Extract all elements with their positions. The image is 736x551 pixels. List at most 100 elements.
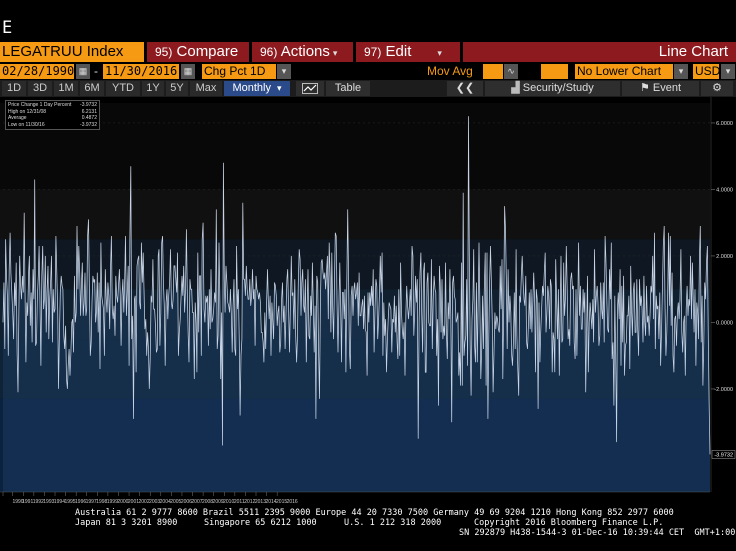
compare-number: 95): [155, 45, 173, 59]
x-tick-label: 1991: [22, 499, 33, 504]
chevron-down-icon: ▾: [332, 48, 338, 58]
line-chart-icon[interactable]: [296, 81, 324, 96]
x-tick-label: 1994: [54, 499, 65, 504]
legend-value: -3.9732: [80, 121, 97, 128]
y-tick-label: 2.0000: [716, 254, 733, 260]
chevron-down-icon: ▾: [277, 83, 282, 93]
event-button[interactable]: ⚑ Event: [622, 81, 699, 96]
x-tick-label: 1999: [107, 499, 118, 504]
chart-legend[interactable]: Price Change 1 Day Percent -3.9732 High …: [5, 100, 100, 130]
end-date-field[interactable]: 11/30/2016: [103, 64, 179, 79]
legend-value: 0.4872: [81, 115, 97, 122]
legend-row-high: High on 12/31/08 6.2131: [8, 109, 97, 116]
view-title: Line Chart: [463, 42, 736, 62]
command-line[interactable]: E: [0, 0, 736, 42]
title-bar: LEGATRUU Index 95) Compare 96) Actions ▾ …: [0, 42, 736, 63]
footer-contacts-1: Australia 61 2 9777 8600 Brazil 5511 239…: [75, 508, 674, 518]
background-band: [0, 103, 710, 190]
security-study-button[interactable]: ▟ Security/Study: [485, 81, 620, 96]
compare-button[interactable]: 95) Compare: [147, 42, 249, 62]
range-max-button[interactable]: Max: [190, 81, 222, 96]
x-tick-label: 2013: [255, 499, 266, 504]
series-layer: [2, 116, 711, 493]
legend-row-last: Price Change 1 Day Percent -3.9732: [8, 102, 97, 109]
x-tick-label: 2016: [287, 499, 298, 504]
x-tick-label: 2008: [202, 499, 213, 504]
range-5y-button[interactable]: 5Y: [166, 81, 188, 96]
chevron-down-icon[interactable]: ▾: [721, 64, 735, 79]
compare-label: Compare: [176, 43, 239, 60]
legend-row-low: Low on 11/30/16 -3.9732: [8, 122, 97, 129]
field-select[interactable]: Chg Pct 1D: [202, 64, 276, 79]
legend-label: Price Change 1 Day Percent: [8, 102, 72, 108]
x-tick-label: 2006: [181, 499, 192, 504]
legend-label: Low on 11/30/16: [8, 121, 45, 128]
x-tick-label: 2003: [149, 499, 160, 504]
calendar-icon[interactable]: ▦: [76, 64, 90, 79]
x-tick-label: 2000: [117, 499, 128, 504]
periodicity-select[interactable]: Monthly ▾: [224, 81, 290, 96]
legend-value: -3.9732: [80, 102, 97, 108]
background-band: [0, 189, 710, 240]
last-value-label: -3.9732: [714, 452, 733, 458]
gear-icon[interactable]: ⚙: [701, 81, 733, 96]
periodicity-label: Monthly: [232, 82, 271, 94]
collapse-left-icon[interactable]: ❮❮: [447, 81, 483, 96]
security-study-label: Security/Study: [522, 82, 594, 94]
range-6m-button[interactable]: 6M: [80, 81, 104, 96]
mov-avg-field-1[interactable]: [483, 64, 503, 79]
series-area: [3, 116, 710, 493]
range-3d-button[interactable]: 3D: [28, 81, 52, 96]
chevron-down-icon[interactable]: ▾: [277, 64, 291, 79]
footer-session: SN 292879 H438-1544-3 01-Dec-16 10:39:44…: [459, 528, 736, 538]
range-1m-button[interactable]: 1M: [54, 81, 78, 96]
actions-menu-button[interactable]: 96) Actions ▾: [252, 42, 353, 62]
edit-number: 97): [364, 45, 382, 59]
footer-contacts-singapore: Singapore 65 6212 1000: [204, 518, 317, 528]
x-tick-label: 1990: [12, 499, 23, 504]
x-tick-label: 2014: [265, 499, 276, 504]
moving-average-icon[interactable]: ∿: [504, 64, 518, 79]
edit-menu-button[interactable]: 97) Edit ▾: [356, 42, 460, 62]
flag-icon: ⚑: [639, 82, 653, 94]
x-tick-label: 1992: [33, 499, 44, 504]
background-band: [0, 239, 710, 290]
x-tick-label: 1995: [64, 499, 75, 504]
chevron-down-icon: ▾: [437, 48, 442, 58]
x-tick-label: 1998: [96, 499, 107, 504]
study-chart-icon: ▟: [511, 82, 523, 94]
lower-chart-select[interactable]: No Lower Chart: [575, 64, 673, 79]
mov-avg-field-2[interactable]: [541, 64, 568, 79]
range-ytd-button[interactable]: YTD: [106, 81, 140, 96]
range-1d-button[interactable]: 1D: [2, 81, 26, 96]
x-tick-label: 1996: [75, 499, 86, 504]
footer: Australia 61 2 9777 8600 Brazil 5511 239…: [0, 504, 736, 551]
last-value-marker: [711, 450, 736, 459]
x-tick-label: 2001: [128, 499, 139, 504]
footer-contacts-us: U.S. 1 212 318 2000: [344, 518, 442, 528]
y-tick-label: 0.0000: [716, 320, 733, 326]
footer-contacts-japan: Japan 81 3 3201 8900: [75, 518, 178, 528]
security-ticker[interactable]: LEGATRUU Index: [0, 42, 144, 62]
x-tick-label: 2005: [170, 499, 181, 504]
table-button[interactable]: Table: [326, 81, 370, 96]
line-chart: 6.0000 4.0000 2.0000 0.0000 -2.0000 -3.9732 1…: [0, 97, 736, 504]
actions-label: Actions: [280, 43, 330, 60]
x-tick-label: 2004: [160, 499, 171, 504]
footer-copyright: Copyright 2016 Bloomberg Finance L.P.: [474, 518, 664, 528]
x-tick-label: 2009: [213, 499, 224, 504]
start-date-field[interactable]: 02/28/1990: [0, 64, 75, 79]
date-separator: -: [94, 64, 98, 78]
chart-area[interactable]: 6.0000 4.0000 2.0000 0.0000 -2.0000 -3.9732 1…: [0, 97, 736, 504]
calendar-icon[interactable]: ▦: [181, 64, 195, 79]
actions-number: 96): [260, 45, 278, 59]
currency-select[interactable]: USD: [693, 64, 721, 79]
x-tick-label: 2015: [276, 499, 287, 504]
event-label: Event: [652, 82, 682, 94]
mov-avg-label: Mov Avg: [427, 64, 473, 78]
chevron-down-icon[interactable]: ▾: [674, 64, 688, 79]
legend-value: 6.2131: [81, 108, 97, 115]
range-1y-button[interactable]: 1Y: [142, 81, 164, 96]
legend-label: Average: [8, 115, 27, 122]
